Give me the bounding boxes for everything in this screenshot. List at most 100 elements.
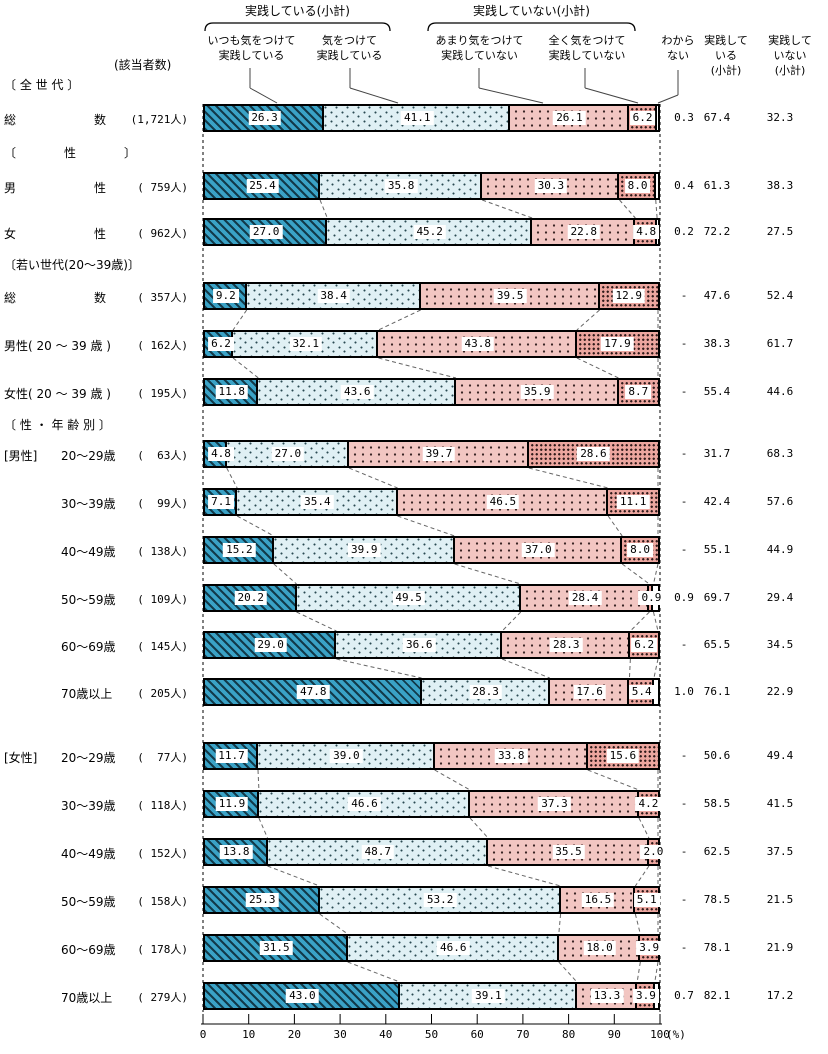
segment-value-label: 13.3: [590, 989, 624, 1003]
row-label: 70歳以上: [61, 991, 113, 1005]
segment-value-label: 6.2: [631, 638, 658, 652]
segment-value-label: 3.9: [633, 989, 659, 1003]
bar-segment-not-at-all: [618, 380, 658, 404]
bar-segment-not-at-all: [587, 744, 658, 768]
axis-unit-label: (%): [666, 1028, 686, 1041]
segment-value-label: 39.5: [493, 289, 527, 303]
column-header-always-practice: いつも気をつけて 実践している: [207, 34, 296, 62]
row-respondent-count: ( 77人): [137, 751, 188, 764]
bar-row: 女性( 20 ～ 39 歳 ) ( 195人) 11.8 43.6 35.9 8.7 - 55…: [0, 378, 828, 406]
segment-value-label: 5.1: [633, 893, 660, 907]
segment-value-label: 43.0: [286, 989, 319, 1003]
bar-row: 男性( 20 ～ 39 歳 ) ( 162人) 6.2 32.1 43.8 17.9 - 38…: [0, 330, 828, 358]
segment-value-label: 33.8: [494, 749, 528, 763]
subtotal-yes-value: 65.5: [703, 638, 731, 651]
section-label: 〔 性 〕: [4, 146, 137, 160]
dont-know-value: -: [680, 941, 688, 954]
bar-row: 30～39歳 ( 99人) 7.1 35.4 46.5 11.1 - 42.4 57.6: [0, 488, 828, 516]
stacked-bar: 6.2 32.1 43.8 17.9: [203, 330, 660, 358]
axis-tick-label: 20: [287, 1028, 302, 1041]
segment-value-label: 26.3: [248, 111, 281, 125]
segment-value-label: 53.2: [423, 893, 457, 907]
segment-value-label: 26.1: [553, 111, 586, 125]
bar-row: 女性 ( 962人) 27.0 45.2 22.8 4.8 0.2 72.2 27.5: [0, 218, 828, 246]
bar-row: 50～59歳 ( 158人) 25.3 53.2 16.5 5.1 - 78.5 21.5: [0, 886, 828, 914]
subtotal-yes-value: 55.1: [703, 543, 731, 556]
row-label: 女性( 20 ～ 39 歳 ): [4, 387, 111, 401]
bar-row: 40～49歳 ( 138人) 15.2 39.9 37.0 8.0 - 55.1 44.9: [0, 536, 828, 564]
bar-segment-not-at-all: [608, 490, 658, 514]
axis-tick-label: 60: [470, 1028, 484, 1041]
segment-value-label: 28.3: [550, 638, 583, 652]
segment-value-label: 28.3: [469, 685, 502, 699]
row-label: 20～29歳: [61, 449, 116, 463]
subtotal-yes-value: 69.7: [703, 591, 731, 604]
bar-segment-practice: [399, 984, 577, 1008]
dont-know-value: -: [680, 543, 688, 556]
stacked-bar: 27.0 45.2 22.8 4.8: [203, 218, 660, 246]
dont-know-value: 0.3: [674, 111, 694, 124]
row-respondent-count: ( 357人): [137, 291, 188, 304]
row-respondent-count: ( 138人): [137, 545, 188, 558]
segment-value-label: 46.6: [436, 941, 470, 955]
row-label: 70歳以上: [61, 687, 113, 701]
row-respondent-count: ( 162人): [137, 339, 188, 352]
segment-value-label: 48.7: [361, 845, 395, 859]
stacked-bar: 11.7 39.0 33.8 15.6: [203, 742, 660, 770]
subtotal-yes-value: 78.5: [703, 893, 731, 906]
segment-value-label: 43.6: [340, 385, 374, 399]
stacked-bar: 13.8 48.7 35.5 2.0: [203, 838, 667, 866]
bar-segment-not-really: [349, 442, 529, 466]
subtotal-no-value: 44.6: [766, 385, 794, 398]
subtotal-no-value: 37.5: [766, 845, 794, 858]
subtotal-no-value: 38.3: [766, 179, 794, 192]
bar-row: 70歳以上 ( 205人) 47.8 28.3 17.6 5.4 1.0 76.1 22.9: [0, 678, 828, 706]
axis-tick-label: 70: [516, 1028, 530, 1041]
segment-value-label: 35.4: [301, 495, 334, 509]
stacked-bar: 43.0 39.1 13.3 3.9: [203, 982, 660, 1010]
segment-value-label: 31.5: [260, 941, 293, 955]
subtotal-no-bracket: [427, 22, 636, 32]
respondents-count-header: (該当者数): [114, 58, 172, 72]
subtotal-no-value: 21.9: [766, 941, 794, 954]
axis-tick-label: 100: [650, 1028, 670, 1041]
segment-value-label: 5.4: [628, 685, 655, 699]
segment-value-label: 25.4: [246, 179, 279, 193]
segment-value-label: 39.0: [330, 749, 363, 763]
subtotal-no-value: 21.5: [766, 893, 794, 906]
segment-value-label: 17.9: [601, 337, 634, 351]
subtotal-no-value: 22.9: [766, 685, 794, 698]
row-respondent-count: ( 99人): [137, 497, 188, 510]
segment-value-label: 3.9: [636, 941, 663, 955]
segment-value-label: 11.9: [215, 797, 249, 811]
dont-know-value: -: [680, 337, 688, 350]
stacked-bar: 15.2 39.9 37.0 8.0: [203, 536, 660, 564]
segment-value-label: 8.0: [624, 179, 651, 193]
segment-value-label: 37.3: [538, 797, 571, 811]
dont-know-value: 0.4: [674, 179, 694, 192]
subtotal-yes-value: 58.5: [703, 797, 731, 810]
segment-value-label: 39.1: [472, 989, 505, 1003]
row-label: 20～29歳: [61, 751, 116, 765]
bar-segment-practice: [347, 936, 559, 960]
row-label: 総数: [4, 113, 106, 127]
segment-value-label: 8.7: [625, 385, 652, 399]
stacked-bar: 4.8 27.0 39.7 28.6: [203, 440, 660, 468]
bar-segment-practice: [319, 888, 561, 912]
row-group-prefix: [女性]: [4, 751, 38, 765]
row-respondent-count: ( 178人): [137, 943, 188, 956]
segment-value-label: 4.2: [635, 797, 662, 811]
column-header-dont-know: わから ない: [661, 34, 695, 62]
row-label: 50～59歳: [61, 593, 116, 607]
subtotal-no-value: 41.5: [766, 797, 794, 810]
bar-segment-not-really: [420, 284, 600, 308]
row-respondent-count: ( 962人): [137, 227, 188, 240]
subtotal-yes-value: 67.4: [703, 111, 731, 124]
segment-value-label: 18.0: [583, 941, 616, 955]
subtotal-no-value: 32.3: [766, 111, 794, 124]
subtotal-yes-value: 72.2: [703, 225, 731, 238]
subtotal-yes-value: 38.3: [703, 337, 731, 350]
subtotal-yes-value: 82.1: [703, 989, 731, 1002]
segment-value-label: 0.9: [638, 591, 665, 605]
segment-value-label: 29.0: [254, 638, 287, 652]
